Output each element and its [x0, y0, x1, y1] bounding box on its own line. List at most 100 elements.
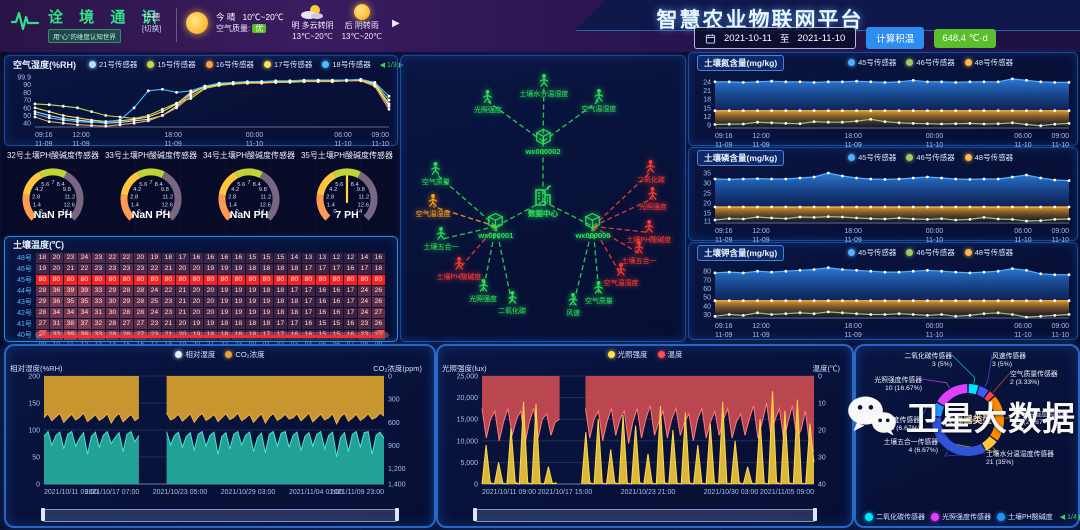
heatmap-cell[interactable]: 28 — [35, 286, 49, 296]
heatmap-cell[interactable]: 18 — [245, 264, 259, 274]
heatmap-cell[interactable]: 80 — [203, 275, 217, 285]
heatmap-cell[interactable]: 22 — [77, 264, 91, 274]
soil-k-legend[interactable]: 45号传感器 46号传感器 48号传感器 — [792, 247, 1069, 258]
heatmap-cell[interactable]: 19 — [217, 286, 231, 296]
heatmap-cell[interactable]: 80 — [105, 275, 119, 285]
topology-node[interactable]: wx000000 — [575, 212, 610, 240]
heatmap-cell[interactable]: 17 — [343, 286, 357, 296]
heatmap-cell[interactable]: 80 — [259, 275, 273, 285]
heatmap-cell[interactable]: 34 — [49, 308, 63, 318]
heatmap-cell[interactable]: 20 — [49, 253, 63, 263]
heatmap-cell[interactable]: 17 — [357, 264, 371, 274]
heatmap-cell[interactable]: 19 — [259, 308, 273, 318]
heatmap-cell[interactable]: 80 — [245, 275, 259, 285]
legend-item[interactable]: 46号传感器 — [906, 247, 955, 258]
topology-node[interactable]: wx000001 — [478, 212, 513, 240]
legend-item[interactable]: 光照强度 — [607, 349, 648, 360]
heatmap-cell[interactable]: 27 — [119, 319, 133, 329]
heatmap-cell[interactable]: 20 — [189, 286, 203, 296]
heatmap-cell[interactable]: 38 — [63, 319, 77, 329]
heatmap-cell[interactable]: 28 — [119, 286, 133, 296]
heatmap-cell[interactable]: 80 — [189, 275, 203, 285]
heatmap-cell[interactable]: 29 — [105, 286, 119, 296]
heatmap-cell[interactable]: 23 — [63, 253, 77, 263]
soil-n-legend[interactable]: 45号传感器 46号传感器 48号传感器 — [792, 57, 1069, 68]
heatmap-cell[interactable]: 13 — [315, 253, 329, 263]
heatmap-cell[interactable]: 80 — [371, 275, 385, 285]
topology-node[interactable]: 空气温湿度 — [581, 88, 616, 114]
heatmap-cell[interactable]: 39 — [77, 286, 91, 296]
heatmap-cell[interactable]: 37 — [77, 319, 91, 329]
heatmap-cell[interactable]: 23 — [147, 319, 161, 329]
heatmap-cell[interactable]: 22 — [105, 253, 119, 263]
legend-item[interactable]: 46号传感器 — [906, 57, 955, 68]
heatmap-cell[interactable]: 19 — [245, 297, 259, 307]
heatmap-cell[interactable]: 34 — [77, 308, 91, 318]
heatmap-cell[interactable]: 26 — [371, 297, 385, 307]
heatmap-cell[interactable]: 18 — [287, 264, 301, 274]
legend-item[interactable]: 48号传感器 — [964, 152, 1013, 163]
heatmap-cell[interactable]: 17 — [301, 308, 315, 318]
heatmap-cell[interactable]: 15 — [245, 253, 259, 263]
heatmap-cell[interactable]: 17 — [287, 286, 301, 296]
heatmap-cell[interactable]: 17 — [301, 264, 315, 274]
topology-node[interactable]: 数据中心 — [528, 183, 558, 219]
heatmap-cell[interactable]: 16 — [371, 253, 385, 263]
heatmap-cell[interactable]: 16 — [231, 253, 245, 263]
heatmap-cell[interactable]: 18 — [231, 319, 245, 329]
heatmap-cell[interactable]: 18 — [245, 319, 259, 329]
heatmap-cell[interactable]: 27 — [371, 308, 385, 318]
heatmap-cell[interactable]: 22 — [161, 286, 175, 296]
topology-node[interactable]: 光照强度 — [474, 89, 502, 115]
topology-node[interactable]: 空气温湿度 — [416, 193, 451, 219]
legend-item[interactable]: 48号传感器 — [964, 247, 1013, 258]
heatmap-cell[interactable]: 12 — [329, 253, 343, 263]
humidity-co2-legend[interactable]: 相对湿度 CO₂浓度 — [14, 349, 426, 360]
heatmap-cell[interactable]: 19 — [231, 297, 245, 307]
heatmap-cell[interactable]: 17 — [343, 297, 357, 307]
heatmap-cell[interactable]: 19 — [259, 297, 273, 307]
city-switch-link[interactable]: [切换] — [142, 24, 162, 33]
heatmap-cell[interactable]: 23 — [105, 264, 119, 274]
heatmap-cell[interactable]: 19 — [147, 253, 161, 263]
legend-item[interactable]: 土壤PH酸碱度 — [997, 512, 1053, 522]
heatmap-cell[interactable]: 16 — [329, 286, 343, 296]
heatmap-cell[interactable]: 19 — [189, 319, 203, 329]
heatmap-cell[interactable]: 19 — [217, 308, 231, 318]
heatmap-cell[interactable]: 80 — [35, 275, 49, 285]
heatmap-cell[interactable]: 20 — [49, 264, 63, 274]
topology-node[interactable]: wx000002 — [525, 128, 561, 156]
heatmap-cell[interactable]: 19 — [231, 264, 245, 274]
ph-gauge[interactable]: 33号土壤PH酸碱度传感器 0 1.4 2.8 4.2 5.6 7 8.4 9.8 11.2 12.… — [102, 147, 200, 233]
light-temp-datazoom-slider[interactable] — [473, 508, 817, 522]
heatmap-cell[interactable]: 80 — [63, 275, 77, 285]
ph-gauge[interactable]: 32号土壤PH酸碱度传感器 0 1.4 2.8 4.2 5.6 7 8.4 9.8 11.2 12.… — [4, 147, 102, 233]
ph-gauge[interactable]: 34号土壤PH酸碱度传感器 0 1.4 2.8 4.2 5.6 7 8.4 9.8 11.2 12.… — [200, 147, 298, 233]
legend-item[interactable]: 二氧化碳传感器 — [865, 512, 925, 522]
date-to[interactable]: 2021-11-10 — [797, 32, 846, 44]
legend-item[interactable]: 相对湿度 — [175, 349, 215, 360]
heatmap-cell[interactable]: 19 — [231, 308, 245, 318]
heatmap-cell[interactable]: 33 — [91, 286, 105, 296]
legend-item[interactable]: 46号传感器 — [906, 152, 955, 163]
heatmap-cell[interactable]: 39 — [63, 286, 77, 296]
heatmap-cell[interactable]: 20 — [175, 264, 189, 274]
date-from[interactable]: 2021-10-11 — [724, 32, 772, 44]
heatmap-cell[interactable]: 17 — [273, 319, 287, 329]
date-range-picker[interactable]: 2021-10-11 至 2021-11-10 — [694, 27, 857, 49]
heatmap-cell[interactable]: 18 — [287, 297, 301, 307]
legend-item[interactable]: 光照强度传感器 — [931, 512, 991, 522]
heatmap-cell[interactable]: 80 — [77, 275, 91, 285]
legend-item[interactable]: 48号传感器 — [964, 57, 1013, 68]
heatmap-cell[interactable]: 24 — [357, 286, 371, 296]
heatmap-cell[interactable]: 23 — [91, 264, 105, 274]
heatmap-cell[interactable]: 17 — [175, 253, 189, 263]
scrollbar-handle-right[interactable] — [377, 330, 386, 336]
heatmap-cell[interactable]: 28 — [119, 308, 133, 318]
topology-node[interactable]: 土壤PH酸碱度 — [627, 219, 671, 245]
legend-item[interactable]: 17号传感器 — [264, 59, 312, 70]
heatmap-cell[interactable]: 16 — [203, 253, 217, 263]
heatmap-cell[interactable]: 18 — [273, 297, 287, 307]
heatmap-cell[interactable]: 20 — [133, 253, 147, 263]
heatmap-cell[interactable]: 80 — [175, 275, 189, 285]
